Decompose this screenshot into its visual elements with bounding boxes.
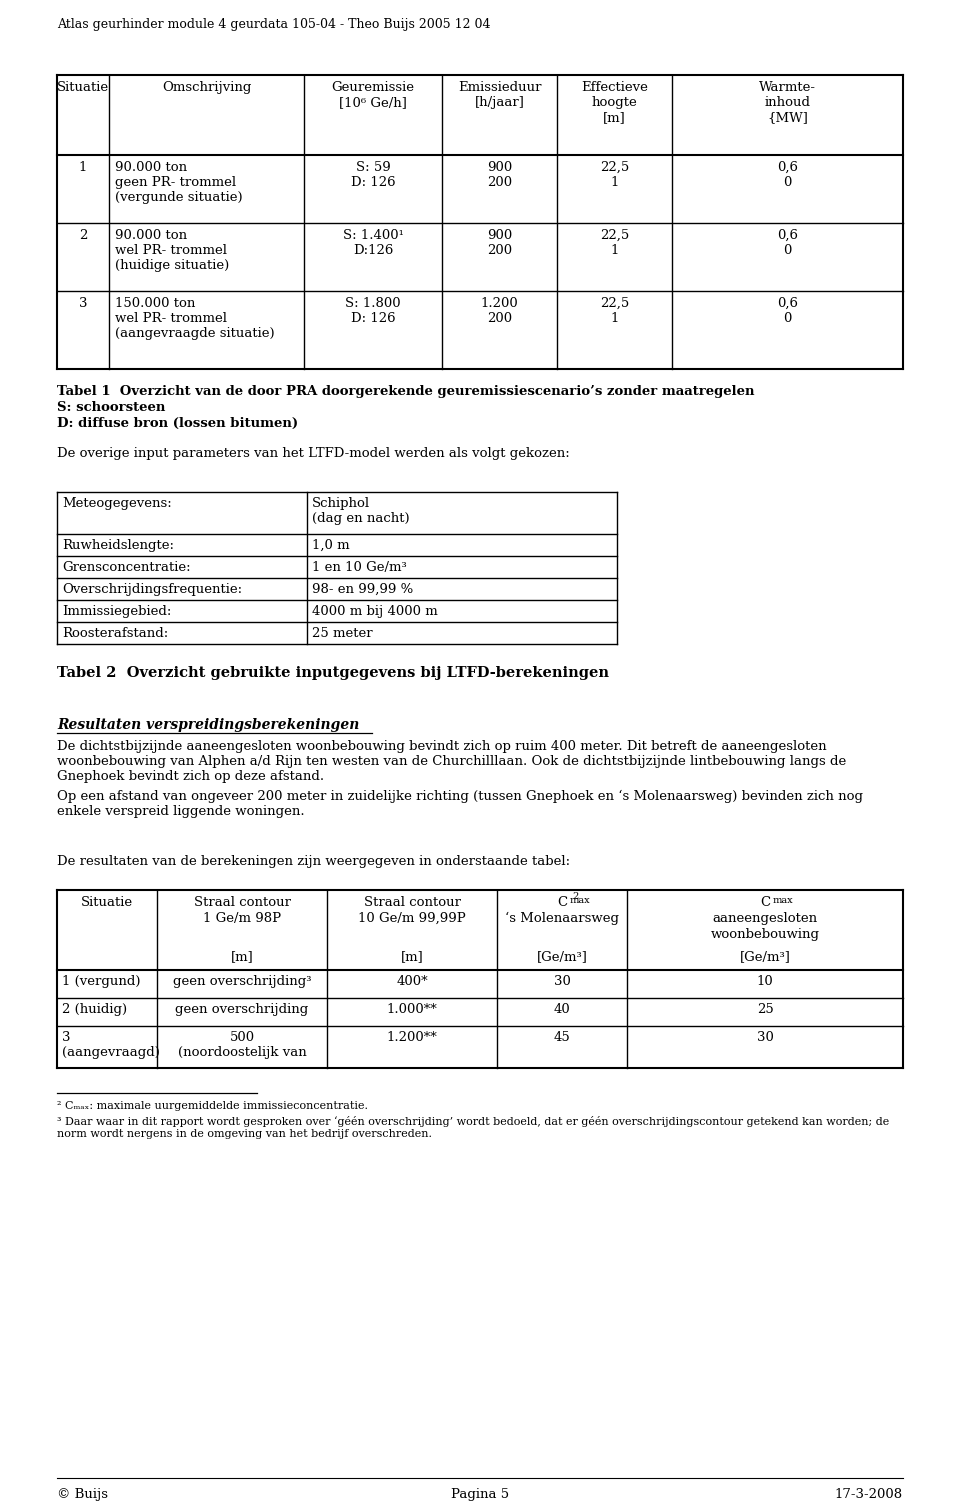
Text: 90.000 ton
wel PR- trommel
(huidige situatie): 90.000 ton wel PR- trommel (huidige situ… xyxy=(115,230,229,272)
Text: S: 59
D: 126: S: 59 D: 126 xyxy=(350,162,396,189)
Text: 25: 25 xyxy=(756,1003,774,1016)
Text: Straal contour: Straal contour xyxy=(364,895,461,909)
Text: Situatie: Situatie xyxy=(81,895,133,909)
Text: De resultaten van de berekeningen zijn weergegeven in onderstaande tabel:: De resultaten van de berekeningen zijn w… xyxy=(57,855,570,868)
Text: Situatie: Situatie xyxy=(57,82,109,94)
Text: max: max xyxy=(570,895,590,904)
Text: [Ge/m³]: [Ge/m³] xyxy=(537,950,588,963)
Text: 400*: 400* xyxy=(396,975,428,988)
Text: Emissieduur
[h/jaar]: Emissieduur [h/jaar] xyxy=(458,82,541,109)
Text: S: 1.400¹
D:126: S: 1.400¹ D:126 xyxy=(343,230,403,257)
Text: 1: 1 xyxy=(79,162,87,174)
Text: 30: 30 xyxy=(554,975,570,988)
Text: [m]: [m] xyxy=(230,950,253,963)
Text: woonbebouwing: woonbebouwing xyxy=(710,929,820,941)
Text: 17-3-2008: 17-3-2008 xyxy=(835,1487,903,1501)
Text: 1 (vergund): 1 (vergund) xyxy=(62,975,140,988)
Text: Overschrijdingsfrequentie:: Overschrijdingsfrequentie: xyxy=(62,583,242,596)
Text: Meteogegevens:: Meteogegevens: xyxy=(62,497,172,510)
Text: [m]: [m] xyxy=(400,950,423,963)
Text: ‘s Molenaarsweg: ‘s Molenaarsweg xyxy=(505,912,619,926)
Text: © Buijs: © Buijs xyxy=(57,1487,108,1501)
Text: Tabel 2  Overzicht gebruikte inputgegevens bij LTFD-berekeningen: Tabel 2 Overzicht gebruikte inputgegeven… xyxy=(57,666,609,680)
Text: Tabel 1  Overzicht van de door PRA doorgerekende geuremissiescenario’s zonder ma: Tabel 1 Overzicht van de door PRA doorge… xyxy=(57,385,755,399)
Text: S: 1.800
D: 126: S: 1.800 D: 126 xyxy=(346,297,401,325)
Text: 10: 10 xyxy=(756,975,774,988)
Text: 2: 2 xyxy=(79,230,87,242)
Text: 0,6
0: 0,6 0 xyxy=(777,230,798,257)
Text: 0,6
0: 0,6 0 xyxy=(777,162,798,189)
Text: Immissiegebied:: Immissiegebied: xyxy=(62,606,172,618)
Text: 2 (huidig): 2 (huidig) xyxy=(62,1003,127,1016)
Text: 1,0 m: 1,0 m xyxy=(312,539,349,553)
Text: Effectieve
hoogte
[m]: Effectieve hoogte [m] xyxy=(581,82,648,124)
Text: 1.200**: 1.200** xyxy=(387,1031,438,1043)
Text: Roosterafstand:: Roosterafstand: xyxy=(62,627,168,640)
Text: 4000 m bij 4000 m: 4000 m bij 4000 m xyxy=(312,606,438,618)
Text: 150.000 ton
wel PR- trommel
(aangevraagde situatie): 150.000 ton wel PR- trommel (aangevraagd… xyxy=(115,297,275,340)
Text: ³ Daar waar in dit rapport wordt gesproken over ‘géén overschrijding’ wordt bedo: ³ Daar waar in dit rapport wordt gesprok… xyxy=(57,1116,889,1139)
Text: D: diffuse bron (lossen bitumen): D: diffuse bron (lossen bitumen) xyxy=(57,417,299,430)
Text: Pagina 5: Pagina 5 xyxy=(451,1487,509,1501)
Text: Atlas geurhinder module 4 geurdata 105-04 - Theo Buijs 2005 12 04: Atlas geurhinder module 4 geurdata 105-0… xyxy=(57,18,491,32)
Text: Ruwheidslengte:: Ruwheidslengte: xyxy=(62,539,174,553)
Text: 500
(noordoostelijk van: 500 (noordoostelijk van xyxy=(178,1031,306,1059)
Text: Geuremissie
[10⁶ Ge/h]: Geuremissie [10⁶ Ge/h] xyxy=(331,82,415,109)
Text: 1.200
200: 1.200 200 xyxy=(481,297,518,325)
Text: 45: 45 xyxy=(554,1031,570,1043)
Text: Warmte-
inhoud
{MW]: Warmte- inhoud {MW] xyxy=(759,82,816,124)
Text: 90.000 ton
geen PR- trommel
(vergunde situatie): 90.000 ton geen PR- trommel (vergunde si… xyxy=(115,162,243,204)
Text: 1 en 10 Ge/m³: 1 en 10 Ge/m³ xyxy=(312,562,407,574)
Text: 1 Ge/m 98P: 1 Ge/m 98P xyxy=(203,912,281,926)
Text: 30: 30 xyxy=(756,1031,774,1043)
Text: C: C xyxy=(760,895,770,909)
Text: C: C xyxy=(557,895,567,909)
Text: 25 meter: 25 meter xyxy=(312,627,372,640)
Text: Straal contour: Straal contour xyxy=(194,895,291,909)
Text: 22,5
1: 22,5 1 xyxy=(600,297,629,325)
Text: 900
200: 900 200 xyxy=(487,230,512,257)
Text: max: max xyxy=(773,895,794,904)
Text: Resultaten verspreidingsberekeningen: Resultaten verspreidingsberekeningen xyxy=(57,717,359,732)
Text: 0,6
0: 0,6 0 xyxy=(777,297,798,325)
Text: 3: 3 xyxy=(79,297,87,310)
Text: Schiphol
(dag en nacht): Schiphol (dag en nacht) xyxy=(312,497,410,525)
Text: aaneengesloten: aaneengesloten xyxy=(712,912,818,926)
Text: De overige input parameters van het LTFD-model werden als volgt gekozen:: De overige input parameters van het LTFD… xyxy=(57,447,569,461)
Text: 2: 2 xyxy=(570,892,580,901)
Text: [Ge/m³]: [Ge/m³] xyxy=(739,950,790,963)
Text: ² Cₘₐₓ: maximale uurgemiddelde immissieconcentratie.: ² Cₘₐₓ: maximale uurgemiddelde immissiec… xyxy=(57,1101,368,1111)
Text: 98- en 99,99 %: 98- en 99,99 % xyxy=(312,583,413,596)
Text: 900
200: 900 200 xyxy=(487,162,512,189)
Text: 22,5
1: 22,5 1 xyxy=(600,230,629,257)
Text: Omschrijving: Omschrijving xyxy=(162,82,252,94)
Text: S: schoorsteen: S: schoorsteen xyxy=(57,402,165,414)
Text: De dichtstbijzijnde aaneengesloten woonbebouwing bevindt zich op ruim 400 meter.: De dichtstbijzijnde aaneengesloten woonb… xyxy=(57,740,847,784)
Text: 22,5
1: 22,5 1 xyxy=(600,162,629,189)
Text: Op een afstand van ongeveer 200 meter in zuidelijke richting (tussen Gnephoek en: Op een afstand van ongeveer 200 meter in… xyxy=(57,790,863,818)
Text: 1.000**: 1.000** xyxy=(387,1003,438,1016)
Text: 10 Ge/m 99,99P: 10 Ge/m 99,99P xyxy=(358,912,466,926)
Text: 3
(aangevraagd): 3 (aangevraagd) xyxy=(62,1031,160,1059)
Text: 40: 40 xyxy=(554,1003,570,1016)
Text: geen overschrijding: geen overschrijding xyxy=(176,1003,308,1016)
Text: Grensconcentratie:: Grensconcentratie: xyxy=(62,562,191,574)
Text: geen overschrijding³: geen overschrijding³ xyxy=(173,975,311,988)
